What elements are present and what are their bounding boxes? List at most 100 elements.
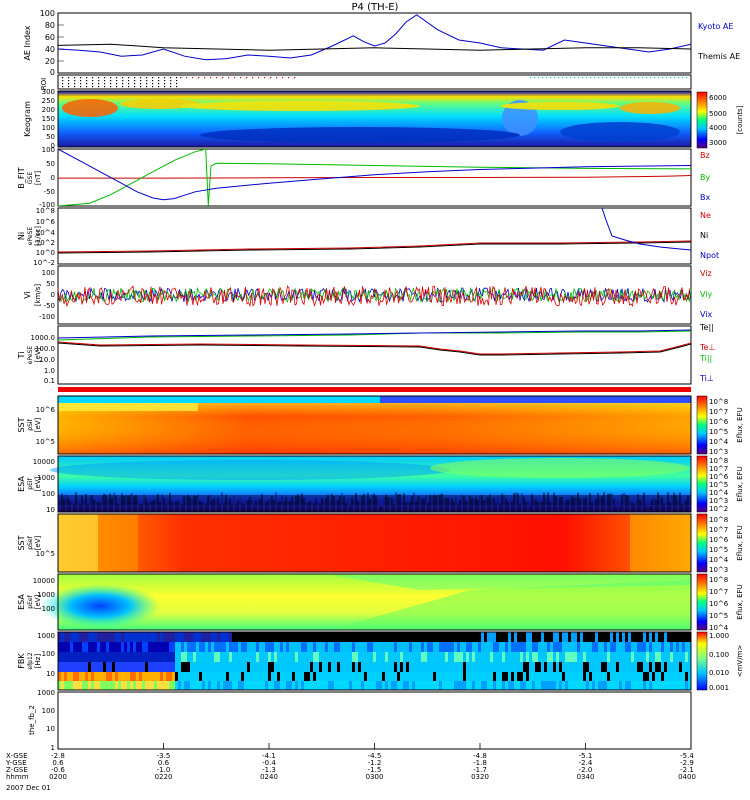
roi-dot	[140, 77, 142, 79]
fbk-cell	[553, 632, 556, 642]
fbk-cell	[289, 652, 292, 662]
fbk-cell	[145, 632, 148, 642]
esa-ion-cbar-tick: 10^7	[709, 465, 728, 473]
fbk-cell	[472, 672, 475, 681]
fbk-cell	[616, 642, 619, 652]
fbk-cell	[139, 662, 142, 672]
fbk-cell	[556, 642, 559, 652]
fbk-cell	[511, 681, 514, 690]
fbk-cell	[499, 632, 502, 642]
esa-electron-cbar-tick: 10^6	[709, 600, 729, 608]
fbk-cell	[85, 681, 88, 690]
fbk-cell	[580, 681, 583, 690]
roi-dot	[146, 77, 148, 79]
roi-dot	[198, 77, 200, 79]
ni-ylabel: Ni	[17, 232, 26, 240]
fbk-cell	[367, 672, 370, 681]
fbk-cell	[229, 632, 232, 642]
fbk-cell	[556, 662, 559, 672]
fbk-cell	[604, 642, 607, 652]
series-kyoto-ae	[58, 14, 691, 61]
fbk-cell	[499, 642, 502, 652]
fbk-cell	[217, 652, 220, 662]
roi-dot	[590, 77, 592, 79]
fbk-cell	[163, 681, 166, 690]
fbk-cell	[220, 681, 223, 690]
fbk-cell	[190, 662, 193, 672]
x-val: -4.8	[473, 752, 487, 760]
fbk-cell	[607, 642, 610, 652]
fbk-cell	[475, 662, 478, 672]
fbk-cell	[337, 672, 340, 681]
fbk-cell	[478, 681, 481, 690]
legend-bz: Bz	[700, 151, 710, 160]
roi-dot	[152, 80, 154, 82]
fbk-cell	[646, 632, 649, 642]
roi-dot	[62, 77, 64, 79]
fbk-cell	[301, 662, 304, 672]
fbk-cell	[130, 672, 133, 681]
fbk-cell	[283, 642, 286, 652]
z-val: -1.5	[368, 766, 382, 774]
fbk-cell	[151, 681, 154, 690]
fbk-cell	[550, 681, 553, 690]
esa-electron-sublabel: pEef	[27, 594, 34, 608]
fbk-cell	[628, 681, 631, 690]
fbk-cell	[364, 652, 367, 662]
fbk-cell	[496, 632, 499, 642]
fbk-cell	[505, 662, 508, 672]
roi-dot	[606, 77, 608, 79]
roi-dot	[622, 77, 624, 79]
panel-bfit: B_FIT GSE [nT] 100 50 0 -50 -100 Bz By B…	[17, 146, 710, 209]
fbk-cell	[613, 662, 616, 672]
fbk-ylabel: FBK	[17, 653, 26, 669]
fbk-cell	[559, 632, 562, 642]
esa-ion-units: [eV]	[34, 476, 42, 491]
fbk-cell	[244, 662, 247, 672]
fbk-cell	[553, 681, 556, 690]
fbk-cell	[289, 632, 292, 642]
fbk-cell	[610, 652, 613, 662]
fbk-cell	[520, 642, 523, 652]
fbk-cell	[127, 662, 130, 672]
fbk-cell	[103, 681, 106, 690]
fbk-cell	[457, 632, 460, 642]
fbk-cell	[484, 632, 487, 642]
fbk-cell	[151, 632, 154, 642]
fbk-cell	[649, 652, 652, 662]
fbk-cell	[688, 632, 691, 642]
fbk-cell	[133, 632, 136, 642]
fbk-cell	[241, 652, 244, 662]
fbk-cell	[157, 681, 160, 690]
fbk-cell	[154, 681, 157, 690]
fbk-cell	[148, 632, 151, 642]
fbk-cell	[250, 632, 253, 642]
sst-electron-sublabel: pSef	[27, 535, 34, 549]
fbk-cell	[292, 642, 295, 652]
fbk-cell	[283, 681, 286, 690]
fbk-cell	[340, 632, 343, 642]
roi-dot	[92, 83, 94, 85]
fbk-cell	[367, 681, 370, 690]
roi-dot	[134, 80, 136, 82]
fbk-cell	[100, 662, 103, 672]
fbk-cell	[166, 681, 169, 690]
fbk-cell	[406, 681, 409, 690]
fbk-cell	[358, 652, 361, 662]
sst-ion-cbar-tick: 10^5	[709, 428, 728, 436]
esa-ion-ytick: 1000	[37, 474, 55, 482]
legend-ne: Ne	[700, 211, 711, 220]
fbk-cell	[601, 652, 604, 662]
fbk-cell	[562, 632, 565, 642]
fbk-cell	[142, 632, 145, 642]
fbk-cell	[70, 662, 73, 672]
fbk-cell	[664, 632, 667, 642]
fbk-cell	[64, 672, 67, 681]
fbk-cell	[160, 642, 163, 652]
fbk-cell	[334, 632, 337, 642]
esa-electron-colorbar	[696, 573, 708, 631]
fbk-cell	[349, 662, 352, 672]
fbk-cell	[268, 662, 271, 672]
fbk-cell	[334, 672, 337, 681]
